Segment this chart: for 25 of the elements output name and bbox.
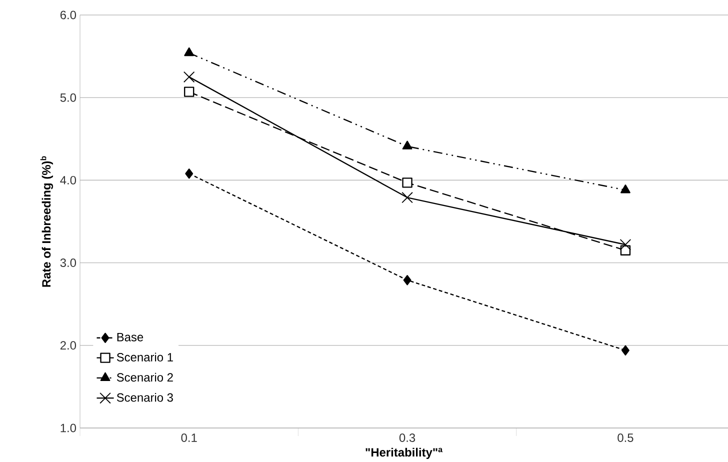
point (620, 239, 631, 250)
legend-label: Scenario 2 (116, 372, 173, 382)
y-tick-label: 1.0 (60, 424, 76, 432)
y-tick-label: 2.0 (60, 341, 76, 350)
legend-label: Scenario 3 (116, 393, 173, 402)
x-tick-label: 0.3 (399, 434, 416, 442)
point (184, 86, 194, 97)
legend-label: Base (117, 333, 144, 342)
y-tick-label: 6.0 (60, 10, 76, 20)
point (620, 184, 630, 194)
x-tick-label: 0.1 (181, 434, 197, 442)
point (402, 178, 412, 188)
point (184, 47, 194, 56)
point (402, 140, 412, 150)
x-tick-label: 0.5 (618, 434, 634, 442)
point (403, 275, 412, 286)
y-tick-label: 4.0 (60, 176, 76, 184)
point (184, 71, 195, 82)
y-tick-label: 5.0 (60, 93, 76, 102)
y-axis-title: Rate of Inbreeding (%)$^{b}$ (40, 156, 54, 287)
x-axis-title: "Heritability"$^{a}$ (366, 448, 443, 459)
legend-label: Scenario 1 (116, 352, 173, 362)
point (185, 168, 194, 179)
point (621, 345, 630, 356)
y-tick-label: 3.0 (60, 258, 76, 268)
